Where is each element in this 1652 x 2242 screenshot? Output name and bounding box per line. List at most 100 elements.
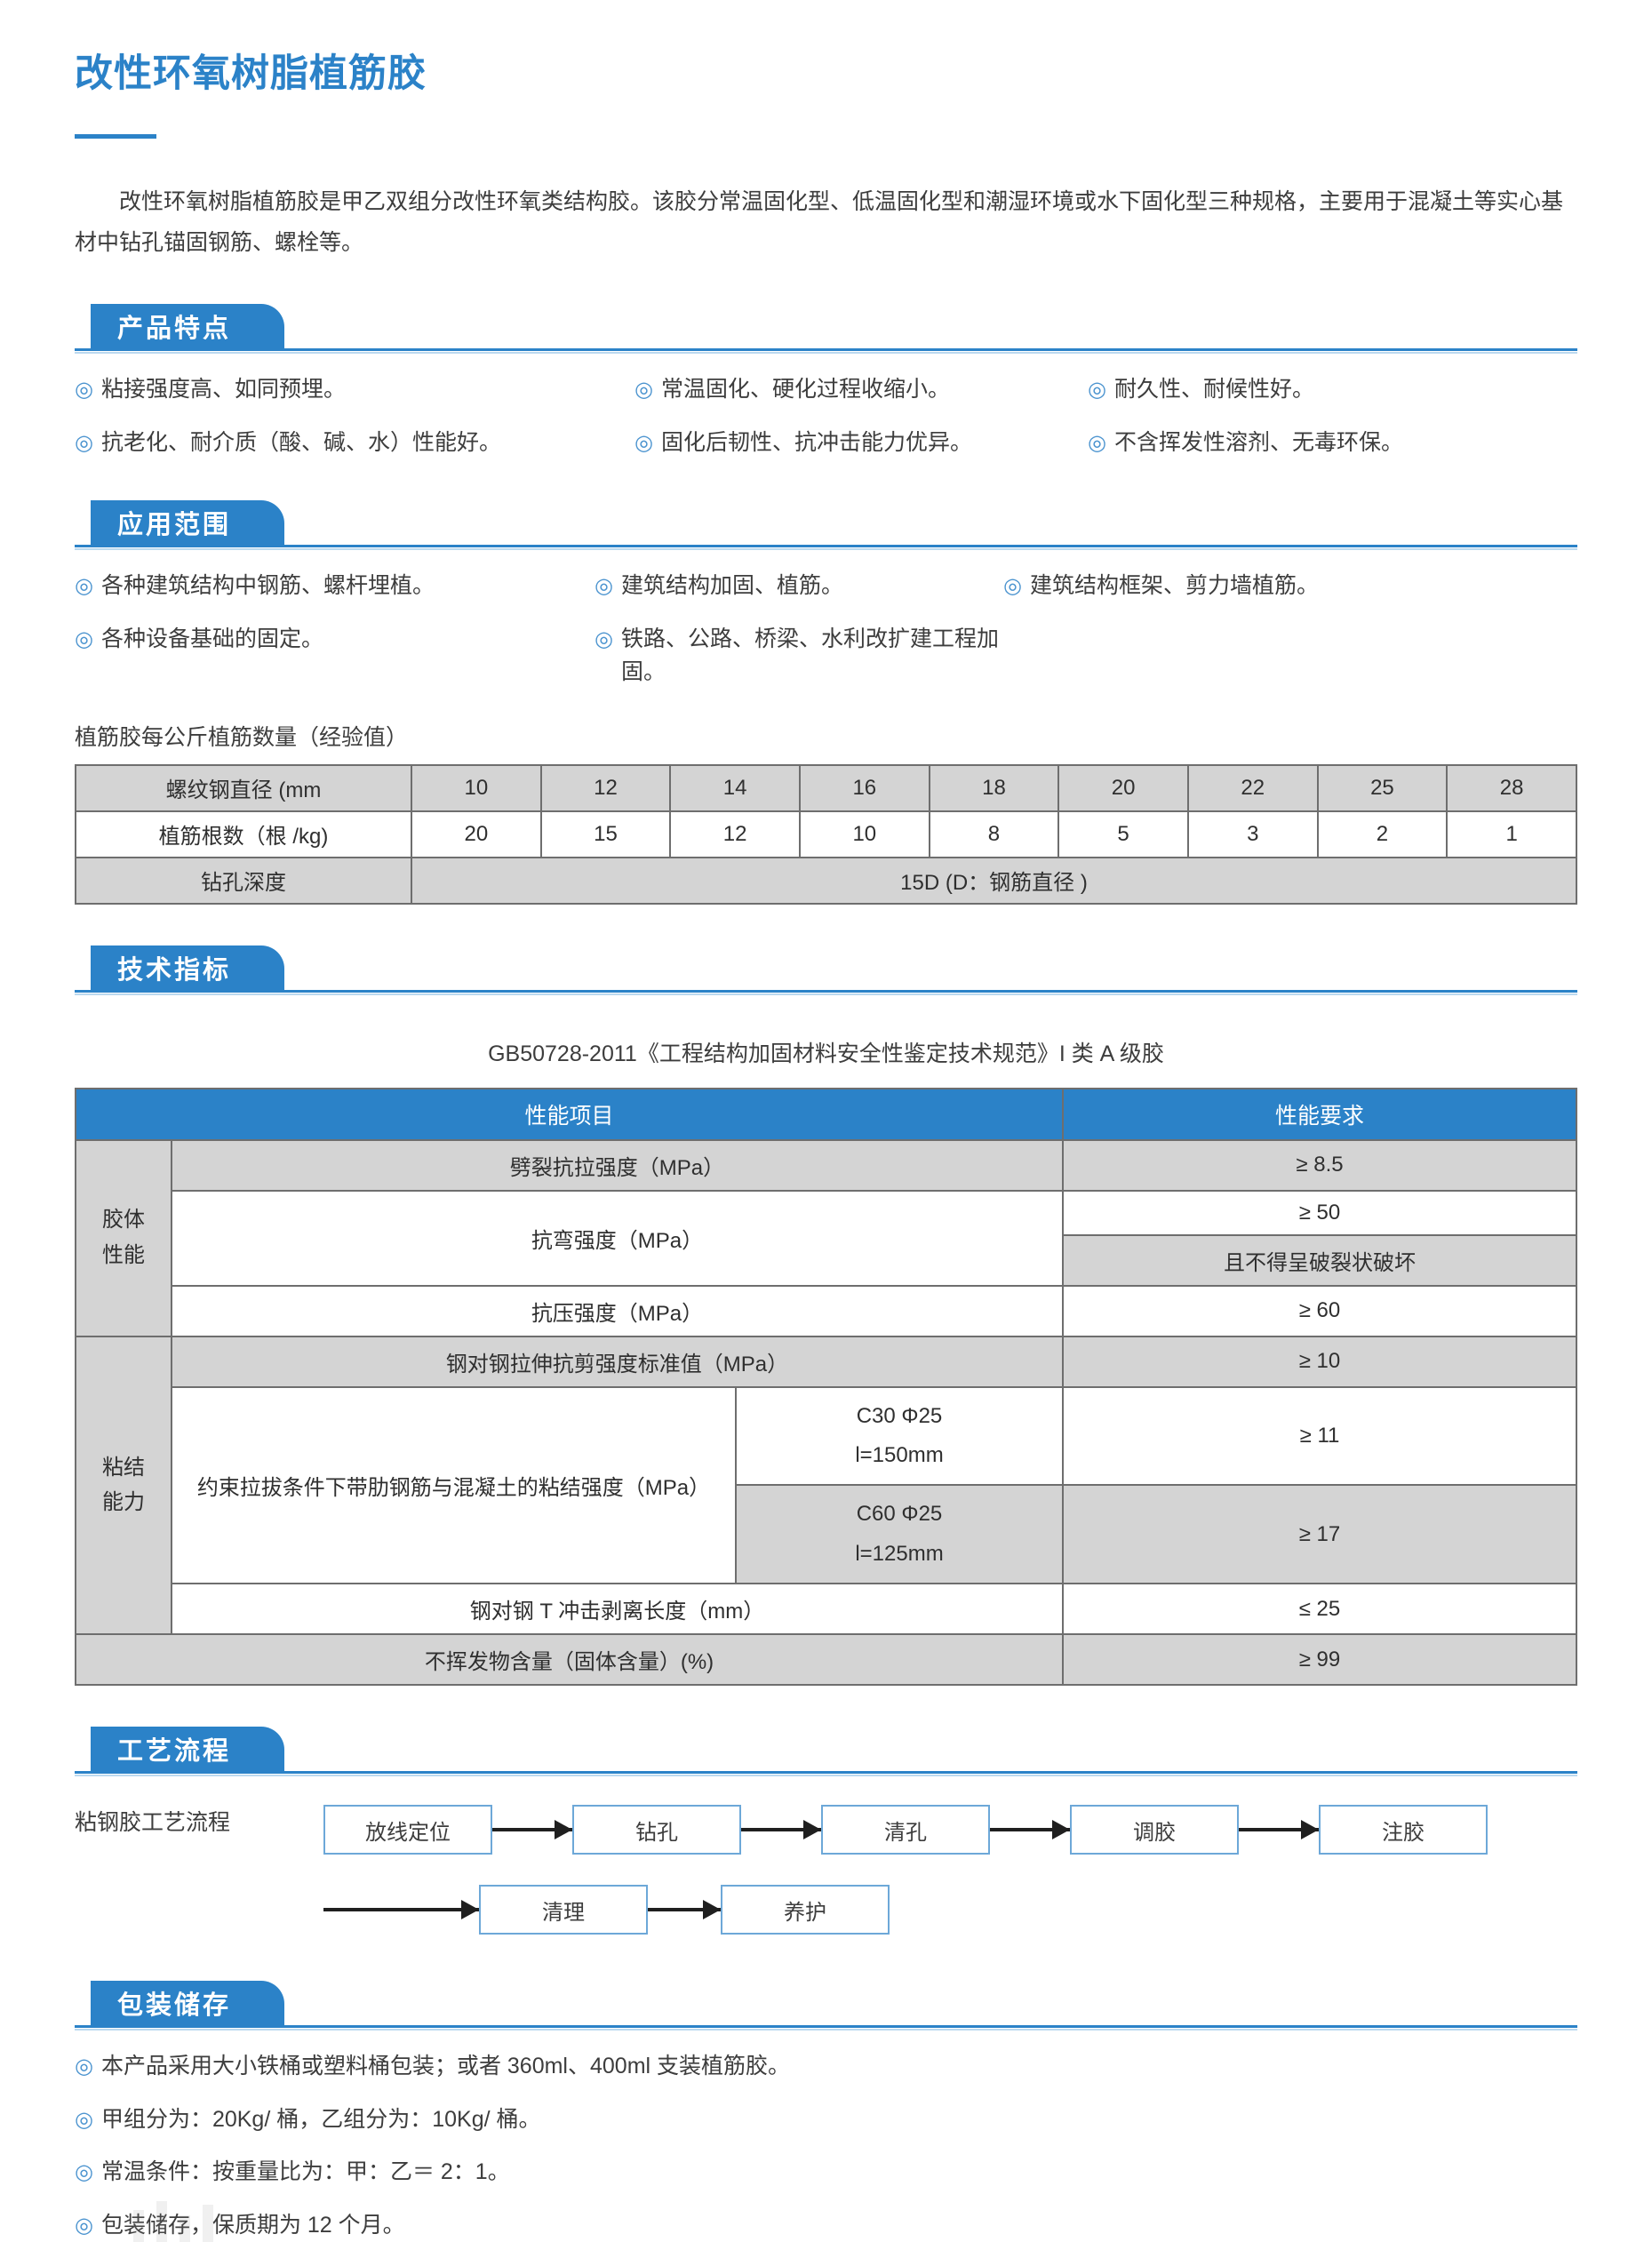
cell: 18	[928, 763, 1060, 812]
cell-item: 钢对钢拉伸抗剪强度标准值（MPa）	[171, 1335, 1064, 1388]
cell-requirement: ≥ 99	[1062, 1633, 1577, 1687]
list-item: ◎ 包装储存，保质期为 12 个月。	[75, 2209, 1577, 2242]
list-item: ◎ 甲组分为：20Kg/ 桶，乙组分为：10Kg/ 桶。	[75, 2103, 1577, 2137]
cell-requirement: ≥ 11	[1062, 1385, 1577, 1487]
row-label: 钻孔深度	[75, 856, 412, 905]
cell: 5	[1057, 810, 1189, 858]
group-label-line2: 性能	[102, 1243, 145, 1268]
section-tab-label: 产品特点	[91, 304, 284, 349]
flow-arrow-icon	[492, 1820, 572, 1840]
section-tab-label: 技术指标	[91, 945, 284, 990]
cell: 15	[539, 810, 672, 858]
section-rule-light	[75, 993, 1577, 995]
cell-requirement-note: 且不得呈破裂状破坏	[1062, 1233, 1577, 1287]
cell: 22	[1186, 763, 1319, 812]
bullet-icon: ◎	[75, 2107, 93, 2132]
cell: 14	[669, 763, 801, 812]
table-row: 钻孔深度 15D (D：钢筋直径 )	[75, 856, 1577, 905]
cell-item: 不挥发物含量（固体含量）(%)	[75, 1633, 1064, 1687]
condition-spec: C60 Φ25	[856, 1502, 943, 1527]
group-label-line1: 粘结	[102, 1455, 145, 1480]
bullet-icon: ◎	[1088, 430, 1106, 455]
section-rule-light	[75, 1775, 1577, 1777]
cell: 3	[1186, 810, 1319, 858]
cell-requirement: ≤ 25	[1062, 1583, 1577, 1636]
cell-condition: C30 Φ25 l=150mm	[735, 1385, 1064, 1487]
list-item-label: 建筑结构加固、植筋。	[620, 573, 843, 599]
page-title: 改性环氧树脂植筋胶	[75, 52, 427, 95]
bullet-icon: ◎	[595, 574, 613, 599]
table-row: 螺纹钢直径 (mm 10 12 14 16 18 20 22 25 28	[75, 763, 1577, 812]
section-rule-light	[75, 2029, 1577, 2031]
cell-item: 抗压强度（MPa）	[171, 1284, 1064, 1337]
list-item-label: 耐久性、耐候性好。	[1113, 377, 1314, 403]
cell-requirement: ≥ 8.5	[1062, 1138, 1577, 1192]
list-item-label: 不含挥发性溶剂、无毒环保。	[1113, 429, 1403, 455]
list-item: ◎ 耐久性、耐候性好。	[1088, 373, 1577, 407]
table-row: 抗弯强度（MPa） ≥ 50	[76, 1189, 1577, 1287]
bullet-icon: ◎	[75, 2160, 93, 2185]
list-item: ◎ 各种建筑结构中钢筋、螺杆埋植。	[75, 570, 595, 603]
table-row: C60 Φ25 l=125mm ≥ 17	[76, 1484, 1577, 1585]
column-header-requirement: 性能要求	[1062, 1087, 1577, 1141]
list-item-label: 铁路、公路、桥梁、水利改扩建工程加固。	[620, 626, 999, 685]
cell-requirement: ≥ 60	[1062, 1284, 1577, 1337]
list-item-label: 常温固化、硬化过程收缩小。	[660, 377, 950, 403]
bullet-icon: ◎	[75, 430, 93, 455]
flow-step: 清理	[479, 1885, 648, 1935]
condition-length: l=125mm	[855, 1541, 944, 1566]
list-item-label: 甲组分为：20Kg/ 桶，乙组分为：10Kg/ 桶。	[100, 2106, 541, 2132]
cell: 1	[1446, 810, 1577, 858]
rebar-quantity-table: 螺纹钢直径 (mm 10 12 14 16 18 20 22 25 28 植筋根…	[75, 763, 1577, 905]
section-header-application: 应用范围	[75, 500, 1577, 551]
bullet-icon: ◎	[75, 378, 93, 403]
cell: 10	[411, 763, 542, 812]
table-row: 不挥发物含量（固体含量）(%) ≥ 99	[75, 1633, 1577, 1687]
group-label-line2: 能力	[102, 1490, 145, 1515]
flow-step: 养护	[721, 1885, 890, 1935]
table-header-row: 性能项目 性能要求	[75, 1087, 1577, 1141]
list-item: ◎ 建筑结构框架、剪力墙植筋。	[1003, 570, 1577, 603]
flow-step: 调胶	[1070, 1805, 1239, 1855]
table-row: 粘结 能力 钢对钢拉伸抗剪强度标准值（MPa） ≥ 10	[75, 1335, 1577, 1636]
bullet-icon: ◎	[634, 378, 653, 403]
bullet-icon: ◎	[75, 2055, 93, 2079]
flow-step: 注胶	[1319, 1805, 1488, 1855]
flow-step: 钻孔	[572, 1805, 741, 1855]
cell-requirement: ≥ 50	[1062, 1189, 1577, 1236]
flow-arrow-icon	[323, 1900, 479, 1920]
cell: 10	[798, 810, 930, 858]
column-header-item: 性能项目	[75, 1087, 1064, 1141]
list-item: ◎ 铁路、公路、桥梁、水利改扩建工程加固。	[595, 623, 1003, 690]
cell-item: 约束拉拔条件下带肋钢筋与混凝土的粘结强度（MPa）	[171, 1385, 737, 1585]
flow-arrow-icon	[1239, 1820, 1319, 1840]
bullet-icon: ◎	[1088, 378, 1106, 403]
page-watermark	[133, 2201, 231, 2242]
list-item-label: 本产品采用大小铁桶或塑料桶包装；或者 360ml、400ml 支装植筋胶。	[100, 2054, 791, 2079]
cell: 2	[1316, 810, 1448, 858]
flow-arrow-icon	[990, 1820, 1070, 1840]
group-label-line1: 胶体	[102, 1208, 145, 1233]
list-item: ◎ 固化后韧性、抗冲击能力优异。	[634, 427, 1088, 460]
bullet-icon: ◎	[1003, 574, 1022, 599]
cell: 8	[928, 810, 1060, 858]
cell: 12	[539, 763, 672, 812]
row-label: 螺纹钢直径 (mm	[75, 763, 412, 812]
section-rule	[75, 348, 1577, 352]
process-flow-diagram: 放线定位 钻孔 清孔 调胶 注胶 清理 养护	[75, 1799, 1577, 1940]
row-label: 植筋根数（根 /kg)	[75, 810, 412, 858]
process-flow-caption: 粘钢胶工艺流程	[75, 1810, 231, 1836]
cell: 15D (D：钢筋直径 )	[411, 856, 1577, 905]
list-item-label: 粘接强度高、如同预埋。	[100, 377, 346, 403]
list-item-label: 固化后韧性、抗冲击能力优异。	[660, 429, 972, 455]
list-item: ◎ 本产品采用大小铁桶或塑料桶包装；或者 360ml、400ml 支装植筋胶。	[75, 2050, 1577, 2084]
list-item: ◎ 粘接强度高、如同预埋。	[75, 373, 634, 407]
features-list: ◎ 粘接强度高、如同预埋。 ◎ 常温固化、硬化过程收缩小。 ◎ 耐久性、耐候性好…	[75, 373, 1577, 459]
group-label-glue: 胶体 性能	[75, 1138, 172, 1337]
cell: 25	[1316, 763, 1448, 812]
packaging-list: ◎ 本产品采用大小铁桶或塑料桶包装；或者 360ml、400ml 支装植筋胶。 …	[75, 2050, 1577, 2242]
bullet-icon: ◎	[595, 626, 613, 651]
section-tab-label: 应用范围	[91, 500, 284, 546]
table-row: 抗压强度（MPa） ≥ 60	[76, 1284, 1577, 1337]
table-row: 胶体 性能 劈裂抗拉强度（MPa） ≥ 8.5	[75, 1138, 1577, 1337]
